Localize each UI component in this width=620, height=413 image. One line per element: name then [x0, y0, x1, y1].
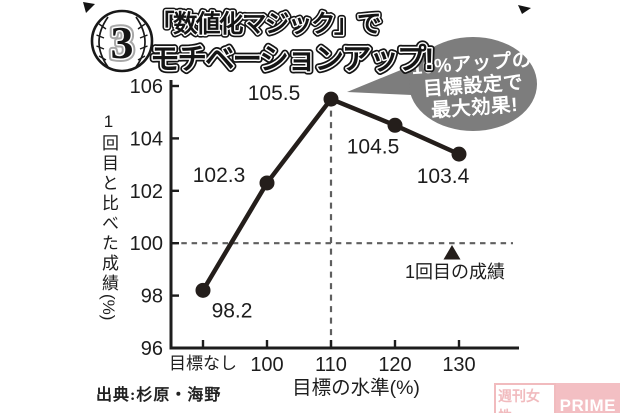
data-label: 104.5 — [347, 135, 400, 158]
y-tick-label: 106 — [130, 76, 163, 98]
dashed-reference-lines — [171, 99, 513, 348]
chart-axes: 96 98 100 102 104 106 目標なし 100 110 120 130 — [130, 76, 519, 376]
badge-number-gap: 3 — [111, 17, 134, 68]
y-tick-label: 96 — [141, 338, 163, 360]
source-credit: 出典:杉原・海野 — [96, 387, 222, 404]
svg-text:モチベーションアップ!: モチベーションアップ! — [150, 43, 432, 76]
baseline-annotation-label: 1回目の成績 — [405, 262, 505, 282]
x-tick-label: 110 — [315, 354, 347, 376]
data-point — [387, 117, 403, 133]
svg-text:モチベーションアップ!: モチベーションアップ! — [150, 43, 432, 76]
stitches — [96, 23, 148, 61]
speech-bubble-body — [409, 37, 537, 131]
x-tick-label: 100 — [250, 354, 283, 376]
data-point — [323, 91, 339, 107]
sparkle-mark-right-icon — [518, 5, 531, 14]
data-point — [451, 146, 467, 162]
y-tick-label: 102 — [130, 181, 163, 203]
data-label: 103.4 — [417, 165, 470, 188]
data-label: 98.2 — [212, 299, 253, 322]
watermark: 週刊女性 PRIME — [494, 383, 620, 413]
y-axis-title-unit: (%) — [99, 294, 118, 321]
svg-text:「数値化マジック」で: 「数値化マジック」で — [150, 9, 381, 38]
y-axis-title-text: 1回目と比べた成績 — [99, 112, 118, 294]
baseball-badge-icon: 3 3 3 — [90, 9, 154, 73]
headline-line-1-text: 「数値化マジック」で — [150, 9, 381, 38]
headline-line-2: モチベーションアップ! モチベーションアップ! モチベーションアップ! — [148, 40, 438, 80]
y-axis-title: 1回目と比べた成績(%) — [99, 112, 118, 332]
headline-line-2-text: モチベーションアップ! — [150, 43, 432, 76]
svg-text:「数値化マジック」で: 「数値化マジック」で — [150, 9, 381, 38]
speech-bubble-text: 10%アップの 目標設定で 最大効果! — [411, 48, 533, 122]
headline-line-1: 「数値化マジック」で 「数値化マジック」で 「数値化マジック」で — [148, 6, 385, 40]
x-tick-label: 目標なし — [169, 354, 237, 373]
y-tick-label: 100 — [130, 233, 163, 255]
watermark-magazine-name: 週刊女性 — [494, 383, 556, 413]
x-tick-label: 120 — [378, 354, 411, 376]
speech-bubble: 10%アップの 目標設定で 最大効果! — [347, 37, 537, 131]
y-tick-label: 104 — [130, 128, 163, 150]
x-tick-label: 130 — [442, 354, 475, 376]
baseline-marker-triangle — [443, 245, 461, 260]
x-axis-title: 目標の水準(%) — [292, 377, 420, 399]
data-label: 102.3 — [193, 164, 246, 187]
y-tick-label: 98 — [141, 286, 163, 308]
data-point — [195, 282, 211, 298]
sparkle-mark-left-icon — [83, 2, 95, 13]
watermark-brand: PRIME — [555, 383, 620, 413]
data-point — [259, 175, 275, 191]
badge-number-outline: 3 — [111, 17, 134, 68]
data-label: 105.5 — [248, 82, 301, 105]
badge-number: 3 — [111, 17, 134, 68]
data-series: 98.2 102.3 105.5 104.5 103.4 — [193, 82, 470, 322]
